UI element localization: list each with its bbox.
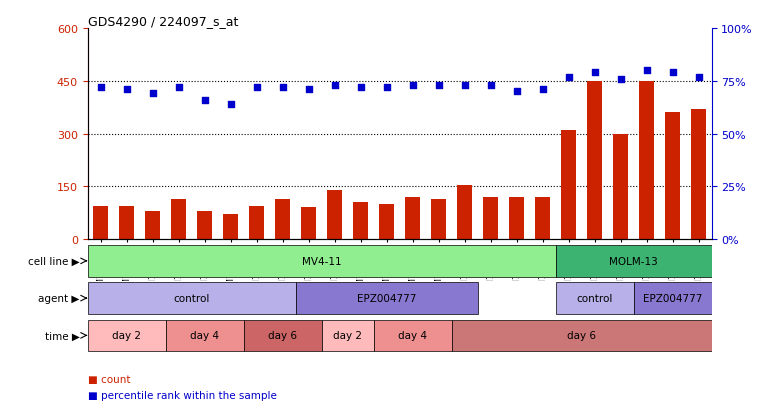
Bar bbox=[374, 320, 451, 351]
Text: EPZ004777: EPZ004777 bbox=[643, 293, 702, 304]
Bar bbox=[587, 82, 603, 240]
Bar bbox=[119, 206, 135, 240]
Text: control: control bbox=[174, 293, 210, 304]
Bar bbox=[556, 282, 634, 314]
Point bbox=[94, 85, 107, 91]
Point bbox=[173, 85, 185, 91]
Text: ■ count: ■ count bbox=[88, 374, 130, 384]
Bar bbox=[301, 208, 317, 240]
Point bbox=[250, 85, 263, 91]
Bar bbox=[509, 197, 524, 240]
Bar bbox=[405, 197, 420, 240]
Point bbox=[693, 74, 705, 81]
Point bbox=[588, 70, 600, 76]
Point bbox=[199, 97, 211, 104]
Bar bbox=[326, 190, 342, 240]
Point bbox=[537, 87, 549, 93]
Text: time ▶: time ▶ bbox=[45, 330, 80, 341]
Bar bbox=[275, 199, 291, 240]
Bar bbox=[556, 245, 712, 277]
Point bbox=[485, 83, 497, 89]
Point bbox=[355, 85, 367, 91]
Bar bbox=[249, 206, 264, 240]
Text: GDS4290 / 224097_s_at: GDS4290 / 224097_s_at bbox=[88, 15, 238, 28]
Bar bbox=[535, 197, 550, 240]
Bar bbox=[88, 320, 166, 351]
Bar bbox=[353, 203, 368, 240]
Text: day 4: day 4 bbox=[398, 330, 427, 341]
Bar bbox=[457, 185, 473, 240]
Bar bbox=[170, 199, 186, 240]
Point bbox=[329, 83, 341, 89]
Bar bbox=[561, 131, 576, 240]
Text: day 2: day 2 bbox=[112, 330, 141, 341]
Text: day 6: day 6 bbox=[567, 330, 596, 341]
Point bbox=[406, 83, 419, 89]
Text: EPZ004777: EPZ004777 bbox=[357, 293, 416, 304]
Point bbox=[667, 70, 679, 76]
Bar bbox=[196, 211, 212, 240]
Text: day 2: day 2 bbox=[333, 330, 362, 341]
Point bbox=[302, 87, 314, 93]
Bar bbox=[638, 82, 654, 240]
Text: MOLM-13: MOLM-13 bbox=[609, 256, 658, 266]
Bar bbox=[322, 320, 374, 351]
Point bbox=[614, 76, 626, 83]
Point bbox=[432, 83, 444, 89]
Bar bbox=[88, 245, 556, 277]
Text: day 4: day 4 bbox=[190, 330, 219, 341]
Bar bbox=[88, 282, 295, 314]
Point bbox=[380, 85, 393, 91]
Bar bbox=[691, 109, 706, 240]
Bar bbox=[665, 113, 680, 240]
Text: day 6: day 6 bbox=[268, 330, 297, 341]
Bar bbox=[244, 320, 322, 351]
Bar bbox=[482, 197, 498, 240]
Point bbox=[120, 87, 132, 93]
Point bbox=[458, 83, 470, 89]
Bar bbox=[295, 282, 478, 314]
Text: cell line ▶: cell line ▶ bbox=[28, 256, 80, 266]
Point bbox=[562, 74, 575, 81]
Text: control: control bbox=[576, 293, 613, 304]
Bar bbox=[633, 282, 712, 314]
Point bbox=[276, 85, 288, 91]
Bar bbox=[93, 206, 108, 240]
Point bbox=[224, 102, 237, 108]
Bar bbox=[451, 320, 712, 351]
Bar bbox=[431, 199, 447, 240]
Bar bbox=[613, 134, 629, 240]
Point bbox=[641, 68, 653, 74]
Point bbox=[146, 91, 158, 97]
Bar bbox=[145, 211, 161, 240]
Text: MV4-11: MV4-11 bbox=[301, 256, 342, 266]
Bar bbox=[166, 320, 244, 351]
Bar bbox=[379, 204, 394, 240]
Bar bbox=[223, 215, 238, 240]
Text: agent ▶: agent ▶ bbox=[38, 293, 80, 304]
Point bbox=[511, 89, 523, 95]
Text: ■ percentile rank within the sample: ■ percentile rank within the sample bbox=[88, 390, 276, 400]
